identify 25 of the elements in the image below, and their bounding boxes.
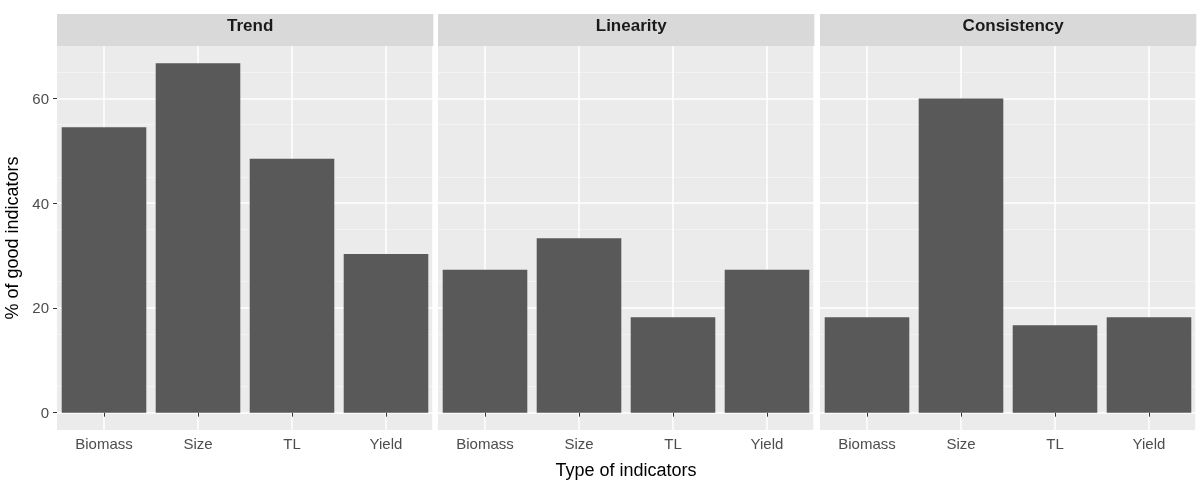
y-axis-title: % of good indicators	[2, 156, 23, 320]
chart-title: Trend	[227, 15, 274, 35]
chart-title: Consistency	[962, 15, 1064, 35]
x-tick-label: Biomass	[837, 435, 896, 452]
y-tick-label: 0	[40, 404, 49, 422]
x-tick-label: Yield	[750, 435, 784, 452]
x-tick-label: Yield	[369, 435, 403, 452]
x-tick-label: Size	[183, 435, 213, 452]
x-tick-label: Biomass	[75, 435, 133, 452]
y-tick-label: 60	[32, 89, 49, 107]
y-tick-label: 40	[32, 194, 49, 212]
bar	[343, 253, 429, 413]
x-tick-label: TL	[283, 435, 301, 452]
x-axis-title: Type of indicators	[555, 460, 697, 480]
y-tick-label: 20	[32, 299, 49, 317]
bar	[155, 63, 241, 413]
x-tick-label: Size	[564, 435, 594, 452]
x-tick-label: Size	[946, 435, 976, 452]
chart-title: Linearity	[596, 15, 668, 35]
bar	[249, 158, 335, 413]
x-tick-label: Yield	[1132, 435, 1166, 452]
bar	[61, 127, 147, 413]
x-tick-label: Biomass	[456, 435, 515, 452]
x-tick-label: TL	[1045, 435, 1064, 452]
x-tick-label: TL	[664, 435, 683, 452]
